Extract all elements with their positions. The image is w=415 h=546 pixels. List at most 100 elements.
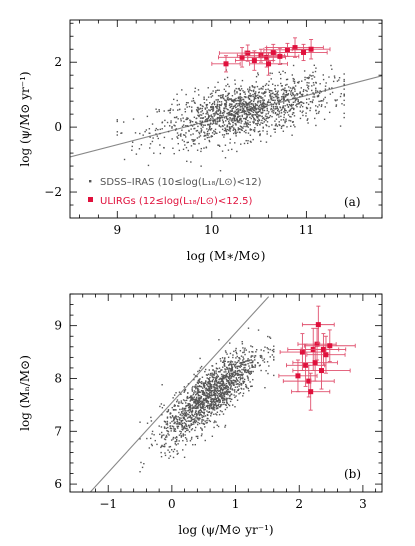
data-point	[251, 114, 253, 117]
data-point	[258, 88, 260, 90]
data-point	[215, 387, 217, 389]
data-point	[332, 80, 335, 83]
data-point	[293, 78, 295, 81]
data-point	[236, 383, 238, 385]
data-point	[197, 437, 199, 439]
data-point	[210, 385, 212, 387]
data-point	[179, 422, 181, 424]
data-point	[243, 370, 246, 372]
data-point	[223, 378, 225, 380]
data-point	[267, 88, 269, 90]
data-point	[235, 378, 238, 380]
data-point	[306, 107, 309, 110]
data-point	[192, 421, 195, 424]
data-point	[272, 109, 274, 111]
data-point	[223, 387, 225, 390]
data-point	[199, 367, 202, 369]
data-point	[211, 132, 214, 134]
data-point	[306, 90, 308, 92]
data-point	[172, 450, 175, 453]
data-point	[175, 418, 178, 420]
data-point	[240, 88, 243, 90]
data-point	[232, 382, 234, 384]
data-point	[270, 108, 272, 111]
data-point	[283, 114, 285, 116]
data-point	[211, 106, 213, 108]
data-point	[230, 381, 233, 383]
ulirg-point	[300, 333, 347, 366]
y-tick-label: 2	[54, 55, 62, 69]
data-point	[187, 117, 189, 120]
data-point	[227, 113, 229, 115]
axis-ticks	[69, 293, 382, 492]
data-point	[189, 121, 192, 123]
data-point	[194, 401, 196, 403]
data-point	[282, 88, 284, 90]
data-point	[244, 91, 246, 93]
data-point	[241, 107, 243, 109]
ulirg-point	[292, 343, 338, 382]
data-point	[218, 145, 221, 147]
data-point	[250, 102, 253, 105]
data-point	[242, 395, 244, 397]
data-point	[176, 93, 178, 95]
data-point	[239, 93, 241, 96]
data-point	[259, 364, 261, 366]
data-point	[231, 99, 233, 101]
data-point	[200, 402, 202, 405]
data-point	[231, 366, 234, 368]
data-point	[285, 91, 287, 93]
data-point	[248, 106, 251, 108]
data-point	[264, 115, 267, 117]
data-point	[203, 98, 205, 100]
data-point	[208, 387, 210, 389]
data-point	[172, 419, 175, 422]
data-point	[192, 444, 194, 446]
data-point	[228, 368, 230, 370]
data-point	[217, 404, 219, 407]
data-point	[219, 401, 221, 403]
data-point	[210, 129, 212, 131]
data-point	[219, 410, 222, 412]
data-point	[191, 410, 194, 413]
plot-frame	[69, 293, 383, 493]
data-point	[199, 120, 201, 122]
data-point	[284, 108, 286, 110]
data-point	[247, 96, 250, 98]
data-point	[220, 387, 223, 389]
data-point	[225, 400, 228, 402]
data-point	[265, 83, 268, 85]
data-point	[146, 115, 149, 118]
data-point	[237, 116, 239, 118]
data-point	[243, 349, 246, 351]
data-point	[195, 398, 197, 401]
data-point	[276, 106, 278, 108]
data-point	[200, 123, 203, 126]
data-point	[232, 114, 235, 117]
data-point	[214, 86, 216, 88]
data-point	[255, 104, 257, 106]
data-point	[207, 385, 210, 388]
data-point	[206, 389, 209, 392]
data-point	[274, 131, 276, 133]
data-point	[217, 371, 220, 373]
data-point	[178, 149, 181, 152]
data-point	[250, 99, 253, 102]
data-point	[214, 393, 217, 395]
data-point	[216, 374, 218, 376]
data-point	[215, 378, 217, 381]
data-point	[208, 408, 211, 410]
data-point	[294, 97, 296, 100]
data-point	[225, 387, 228, 389]
data-point	[194, 411, 197, 414]
data-point	[230, 379, 232, 382]
data-point	[198, 391, 200, 393]
data-point	[229, 98, 231, 101]
data-point	[184, 415, 187, 417]
data-point	[245, 96, 247, 99]
data-point	[213, 373, 216, 375]
data-point	[175, 444, 178, 446]
data-point	[219, 404, 222, 406]
data-point	[198, 422, 201, 425]
data-point	[209, 109, 211, 112]
